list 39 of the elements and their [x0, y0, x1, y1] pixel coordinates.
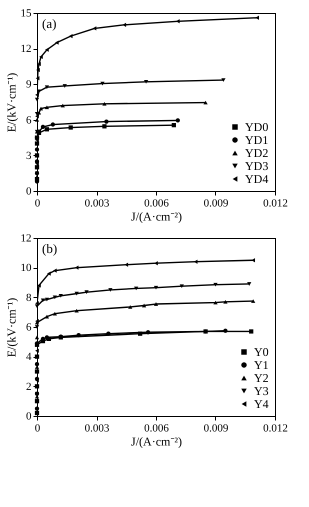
x-tick-label: 0.012	[263, 198, 288, 210]
y-tick-label: 0	[26, 410, 32, 422]
x-tick-label: 0.003	[84, 422, 110, 434]
legend-label: Y0	[254, 345, 269, 359]
y-tick-label: 4	[26, 351, 32, 364]
x-tick-label: 0.012	[263, 422, 288, 434]
x-tick-label: 0	[34, 198, 41, 210]
x-tick-label: 0	[34, 422, 41, 434]
legend-label: YD3	[245, 159, 268, 173]
x-axis-title: J/(A·cm⁻²)	[131, 210, 182, 224]
y-axis-title: E/(kV·cm⁻¹)	[4, 298, 18, 358]
annotation: (a)	[42, 16, 56, 31]
legend-label: Y1	[254, 358, 269, 372]
legend-label: YD2	[245, 146, 268, 160]
y-tick-label: 10	[20, 262, 32, 274]
x-tick-label: 0.006	[144, 422, 170, 434]
y-axis-title: E/(kV·cm⁻¹)	[4, 72, 18, 132]
x-tick-label: 0.009	[204, 198, 229, 210]
y-tick-label: 6	[26, 114, 32, 126]
y-tick-label: 8	[26, 292, 32, 304]
legend-label: Y2	[254, 371, 269, 385]
legend-label: Y4	[254, 397, 269, 411]
x-tick-label: 0.003	[84, 198, 110, 210]
y-tick-label: 15	[20, 8, 32, 20]
y-tick-label: 12	[20, 232, 32, 244]
y-tick-label: 12	[20, 43, 32, 56]
y-tick-label: 9	[26, 78, 32, 91]
x-tick-label: 0.009	[204, 422, 229, 434]
y-tick-label: 2	[26, 380, 32, 393]
y-tick-label: 6	[26, 322, 32, 334]
x-tick-label: 0.006	[144, 198, 170, 210]
y-tick-label: 0	[26, 186, 32, 198]
legend-label: Y3	[254, 384, 269, 398]
y-tick-label: 3	[26, 150, 32, 162]
x-axis-title: J/(A·cm⁻²)	[131, 434, 182, 448]
legend-label: YD1	[245, 133, 268, 147]
annotation: (b)	[42, 241, 58, 256]
legend-label: YD4	[245, 172, 268, 186]
legend-label: YD0	[245, 120, 268, 134]
